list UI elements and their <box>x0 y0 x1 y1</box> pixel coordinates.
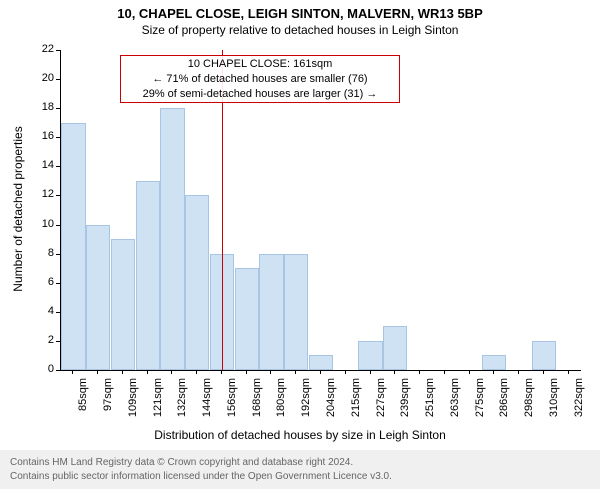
xtick-label: 251sqm <box>424 378 436 428</box>
xtick-mark <box>196 370 197 374</box>
footer-line2: Contains public sector information licen… <box>10 470 590 484</box>
xtick-label: 263sqm <box>449 378 461 428</box>
bar <box>160 108 184 370</box>
ytick-mark <box>56 195 60 196</box>
ytick-mark <box>56 137 60 138</box>
xtick-label: 121sqm <box>152 378 164 428</box>
ytick-mark <box>56 50 60 51</box>
bar <box>309 355 333 370</box>
ytick-label: 16 <box>28 130 54 142</box>
bar <box>136 181 160 370</box>
footer: Contains HM Land Registry data © Crown c… <box>0 450 600 489</box>
xtick-mark <box>221 370 222 374</box>
xtick-label: 144sqm <box>201 378 213 428</box>
xtick-mark <box>568 370 569 374</box>
xtick-label: 192sqm <box>300 378 312 428</box>
bar <box>284 254 308 370</box>
ytick-mark <box>56 312 60 313</box>
xtick-label: 215sqm <box>350 378 362 428</box>
xtick-mark <box>394 370 395 374</box>
ytick-label: 14 <box>28 159 54 171</box>
ytick-mark <box>56 166 60 167</box>
annotation-line1: 10 CHAPEL CLOSE: 161sqm <box>125 57 395 72</box>
bar <box>185 195 209 370</box>
annotation-line2: ← 71% of detached houses are smaller (76… <box>125 72 395 87</box>
xtick-label: 286sqm <box>498 378 510 428</box>
xtick-mark <box>493 370 494 374</box>
ytick-label: 12 <box>28 188 54 200</box>
x-axis-label: Distribution of detached houses by size … <box>0 428 600 442</box>
xtick-label: 180sqm <box>275 378 287 428</box>
xtick-label: 204sqm <box>325 378 337 428</box>
page-title: 10, CHAPEL CLOSE, LEIGH SINTON, MALVERN,… <box>0 6 600 21</box>
xtick-mark <box>370 370 371 374</box>
xtick-mark <box>469 370 470 374</box>
xtick-label: 239sqm <box>399 378 411 428</box>
ytick-mark <box>56 254 60 255</box>
xtick-label: 275sqm <box>474 378 486 428</box>
xtick-label: 109sqm <box>127 378 139 428</box>
bar <box>259 254 283 370</box>
xtick-label: 227sqm <box>375 378 387 428</box>
xtick-mark <box>270 370 271 374</box>
xtick-label: 298sqm <box>523 378 535 428</box>
xtick-mark <box>246 370 247 374</box>
bar <box>111 239 135 370</box>
bar <box>532 341 556 370</box>
xtick-mark <box>122 370 123 374</box>
xtick-mark <box>320 370 321 374</box>
ytick-label: 0 <box>28 363 54 375</box>
xtick-label: 156sqm <box>226 378 238 428</box>
xtick-label: 310sqm <box>548 378 560 428</box>
ytick-mark <box>56 108 60 109</box>
xtick-mark <box>147 370 148 374</box>
ytick-mark <box>56 341 60 342</box>
xtick-label: 97sqm <box>102 378 114 428</box>
annotation-line3: 29% of semi-detached houses are larger (… <box>125 87 395 102</box>
xtick-mark <box>444 370 445 374</box>
ytick-label: 6 <box>28 276 54 288</box>
xtick-label: 132sqm <box>176 378 188 428</box>
ytick-label: 8 <box>28 247 54 259</box>
xtick-mark <box>72 370 73 374</box>
ytick-label: 4 <box>28 305 54 317</box>
ytick-label: 20 <box>28 72 54 84</box>
xtick-mark <box>419 370 420 374</box>
xtick-mark <box>97 370 98 374</box>
footer-line1: Contains HM Land Registry data © Crown c… <box>10 456 590 470</box>
ytick-label: 10 <box>28 218 54 230</box>
xtick-mark <box>171 370 172 374</box>
xtick-mark <box>518 370 519 374</box>
xtick-mark <box>543 370 544 374</box>
chart-container: 10, CHAPEL CLOSE, LEIGH SINTON, MALVERN,… <box>0 0 600 500</box>
ytick-label: 18 <box>28 101 54 113</box>
annotation-box: 10 CHAPEL CLOSE: 161sqm← 71% of detached… <box>120 55 400 103</box>
ytick-label: 22 <box>28 43 54 55</box>
bar <box>235 268 259 370</box>
xtick-label: 85sqm <box>77 378 89 428</box>
bar <box>383 326 407 370</box>
ytick-mark <box>56 283 60 284</box>
y-axis-label-text: Number of detached properties <box>11 59 25 359</box>
xtick-label: 322sqm <box>573 378 585 428</box>
page-subtitle: Size of property relative to detached ho… <box>0 23 600 37</box>
ytick-label: 2 <box>28 334 54 346</box>
bar <box>482 355 506 370</box>
ytick-mark <box>56 225 60 226</box>
ytick-mark <box>56 370 60 371</box>
bar <box>86 225 110 370</box>
bar <box>61 123 85 370</box>
xtick-label: 168sqm <box>251 378 263 428</box>
bar <box>358 341 382 370</box>
xtick-mark <box>345 370 346 374</box>
ytick-mark <box>56 79 60 80</box>
xtick-mark <box>295 370 296 374</box>
